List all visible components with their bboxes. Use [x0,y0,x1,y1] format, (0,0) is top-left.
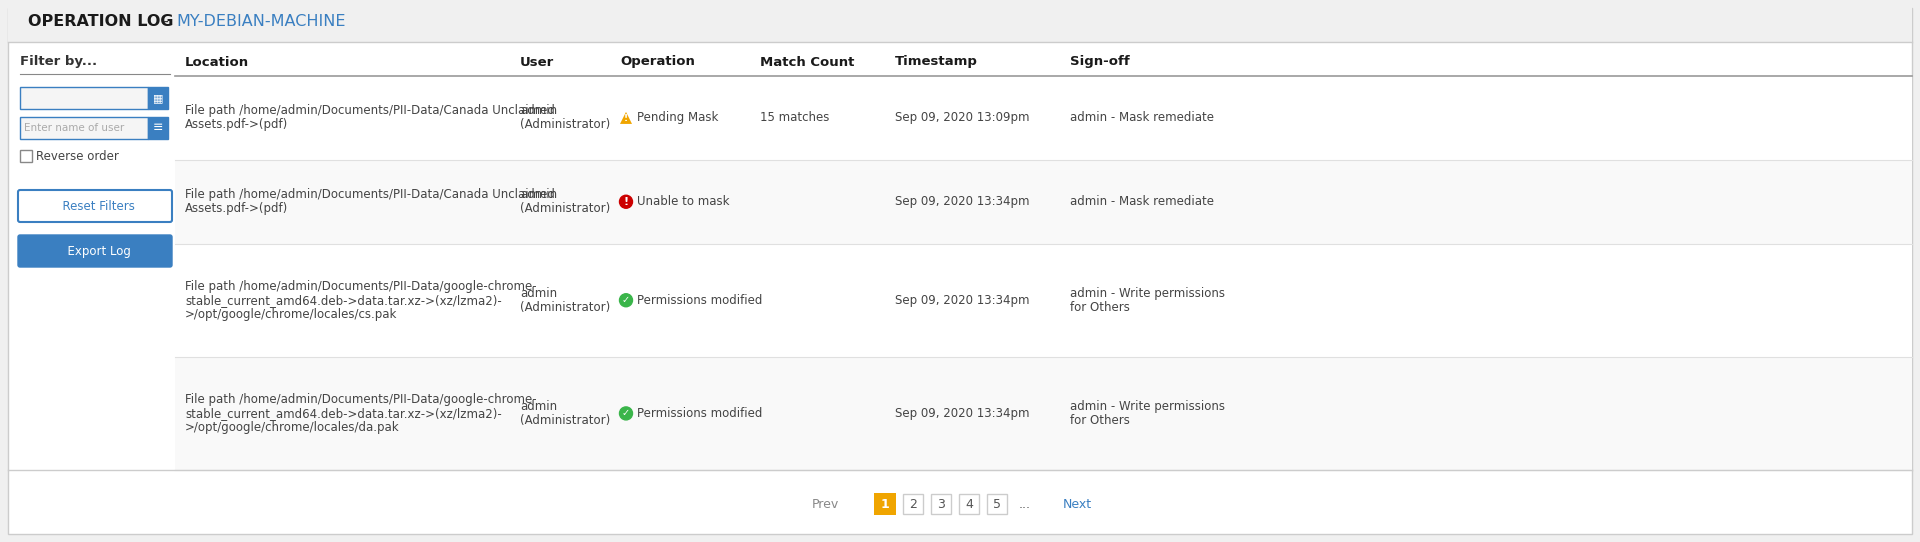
Text: 4: 4 [966,498,973,511]
Text: (Administrator): (Administrator) [520,118,611,131]
Text: Timestamp: Timestamp [895,55,977,68]
Bar [148,87,169,109]
Circle shape [620,294,632,307]
Text: OPERATION LOG: OPERATION LOG [29,14,173,29]
Text: stable_current_amd64.deb->data.tar.xz->(xz/lzma2)-: stable_current_amd64.deb->data.tar.xz->(… [184,407,501,420]
Text: File path /home/admin/Documents/PII-Data/google-chrome-: File path /home/admin/Documents/PII-Data… [184,280,536,293]
Text: File path /home/admin/Documents/PII-Data/google-chrome-: File path /home/admin/Documents/PII-Data… [184,393,536,406]
Text: Sep 09, 2020 13:34pm: Sep 09, 2020 13:34pm [895,294,1029,307]
Text: admin: admin [520,400,557,413]
Text: 3: 3 [937,498,945,511]
Text: 5: 5 [993,498,1000,511]
Text: Location: Location [184,55,250,68]
Text: MY-DEBIAN-MACHINE: MY-DEBIAN-MACHINE [177,14,346,29]
FancyBboxPatch shape [958,494,979,514]
Circle shape [620,195,632,208]
Text: (Administrator): (Administrator) [520,301,611,314]
Text: Match Count: Match Count [760,55,854,68]
Text: ...: ... [1020,498,1031,511]
Text: admin: admin [520,105,557,118]
FancyBboxPatch shape [902,494,924,514]
Bar [19,87,148,109]
Text: admin - Mask remediate: admin - Mask remediate [1069,195,1213,208]
Text: 2: 2 [908,498,918,511]
FancyBboxPatch shape [17,190,173,222]
Polygon shape [620,112,632,124]
Text: Reverse order: Reverse order [36,150,119,163]
FancyBboxPatch shape [8,8,1912,534]
Bar [175,76,1912,160]
Text: Sep 09, 2020 13:34pm: Sep 09, 2020 13:34pm [895,407,1029,420]
Text: Assets.pdf->(pdf): Assets.pdf->(pdf) [184,202,288,215]
Text: 1: 1 [881,498,889,511]
FancyBboxPatch shape [931,494,950,514]
Text: Filter by...: Filter by... [19,55,98,68]
Text: Sign-off: Sign-off [1069,55,1129,68]
Text: !: ! [624,197,628,207]
Text: Unable to mask: Unable to mask [637,195,730,208]
Bar [8,0,1912,42]
Text: File path /home/admin/Documents/PII-Data/Canada Unclaimed: File path /home/admin/Documents/PII-Data… [184,188,555,201]
Text: Operation: Operation [620,55,695,68]
Text: Permissions modified: Permissions modified [637,294,762,307]
Bar [175,160,1912,244]
Text: admin: admin [520,287,557,300]
Text: File path /home/admin/Documents/PII-Data/Canada Unclaimed: File path /home/admin/Documents/PII-Data… [184,105,555,118]
Bar [19,150,33,162]
Text: admin: admin [520,188,557,201]
FancyBboxPatch shape [987,494,1006,514]
Text: Export Log: Export Log [60,244,131,257]
Text: admin - Write permissions: admin - Write permissions [1069,400,1225,413]
Text: ▦: ▦ [154,93,163,103]
Circle shape [620,407,632,420]
Text: 15 matches: 15 matches [760,112,829,125]
Text: Assets.pdf->(pdf): Assets.pdf->(pdf) [184,118,288,131]
Text: >/opt/google/chrome/locales/cs.pak: >/opt/google/chrome/locales/cs.pak [184,308,397,321]
Text: !: ! [624,114,628,124]
FancyBboxPatch shape [17,235,173,267]
Text: ✓: ✓ [622,295,630,305]
FancyBboxPatch shape [874,493,897,515]
Text: Reset Filters: Reset Filters [56,199,134,212]
Text: >/opt/google/chrome/locales/da.pak: >/opt/google/chrome/locales/da.pak [184,421,399,434]
Text: ✓: ✓ [622,409,630,418]
Text: stable_current_amd64.deb->data.tar.xz->(xz/lzma2)-: stable_current_amd64.deb->data.tar.xz->(… [184,294,501,307]
Text: Next: Next [1064,498,1092,511]
Text: admin - Mask remediate: admin - Mask remediate [1069,112,1213,125]
Text: Sep 09, 2020 13:34pm: Sep 09, 2020 13:34pm [895,195,1029,208]
Text: for Others: for Others [1069,301,1129,314]
Text: for Others: for Others [1069,414,1129,427]
Text: Enter name of user: Enter name of user [23,123,125,133]
Text: (Administrator): (Administrator) [520,202,611,215]
Text: Sep 09, 2020 13:09pm: Sep 09, 2020 13:09pm [895,112,1029,125]
Bar [175,357,1912,470]
Bar [148,117,169,139]
Text: Permissions modified: Permissions modified [637,407,762,420]
Text: admin - Write permissions: admin - Write permissions [1069,287,1225,300]
Bar [19,117,148,139]
Text: Pending Mask: Pending Mask [637,112,718,125]
Text: User: User [520,55,555,68]
Text: ≡: ≡ [154,121,163,134]
Text: Prev: Prev [812,498,839,511]
Text: (Administrator): (Administrator) [520,414,611,427]
Text: -: - [157,14,175,29]
Bar [175,244,1912,357]
